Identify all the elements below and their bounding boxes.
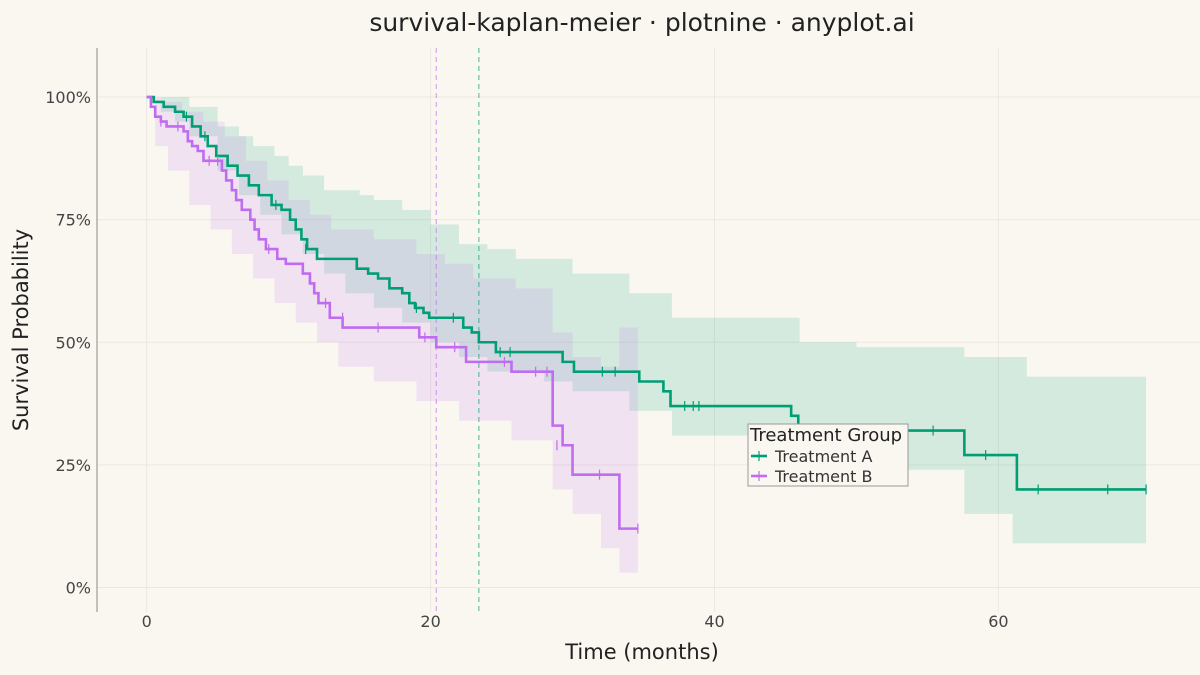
survival-curve-a [146, 95, 1147, 491]
x-tick-label: 20 [420, 612, 440, 631]
survival-curves [146, 95, 1147, 530]
gridlines [97, 48, 1200, 612]
x-tick-label: 0 [142, 612, 152, 631]
median-lines [435, 48, 480, 612]
censor-marks [160, 111, 1147, 534]
legend-box [747, 423, 909, 487]
y-tick-label: 0% [66, 578, 91, 597]
y-tick-label: 100% [45, 88, 91, 107]
chart-title: survival-kaplan-meier · plotnine · anypl… [369, 8, 914, 37]
legend-title: Treatment Group [749, 425, 902, 446]
survival-curve-b [146, 95, 638, 530]
axes: 0% 25% 50% 75% 100% 0 20 40 60 [45, 48, 1009, 631]
x-tick-label: 60 [988, 612, 1008, 631]
x-tick-label: 40 [704, 612, 724, 631]
legend-label: Treatment B [774, 467, 872, 486]
x-axis-title: Time (months) [564, 640, 719, 664]
y-tick-label: 25% [55, 456, 91, 475]
y-axis-title: Survival Probability [9, 229, 33, 431]
y-tick-label: 50% [55, 333, 91, 352]
confidence-bands [146, 97, 1147, 573]
y-tick-label: 75% [55, 211, 91, 230]
legend-label: Treatment A [774, 447, 873, 466]
confidence-band-b [146, 97, 638, 573]
